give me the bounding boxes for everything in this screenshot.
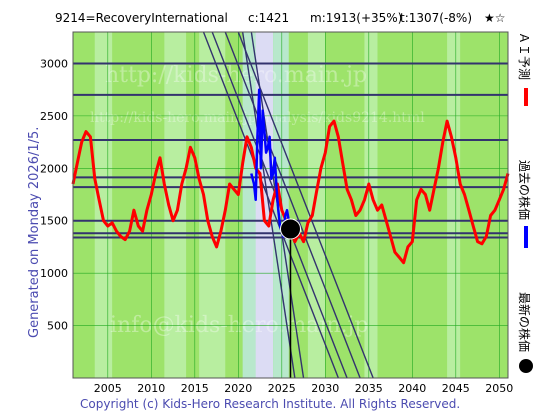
chart-header: 9214=RecoveryInternational c:1421 m:1913… bbox=[55, 11, 506, 25]
x-tick-label-2025: 2025 bbox=[268, 382, 296, 395]
trend-line-2 bbox=[224, 31, 361, 379]
x-tick-label-2010: 2010 bbox=[137, 382, 165, 395]
copyright-notice: Copyright (c) Kids-Hero Research Institu… bbox=[80, 397, 460, 411]
x-axis-ticks: 2005 2010 2015 2020 2025 2030 2035 2040 2045 2050 bbox=[94, 382, 513, 395]
grid-lines bbox=[73, 32, 508, 378]
y-tick-label-1000: 1000 bbox=[40, 267, 68, 280]
legend-item-latest-price: 最新の株価 bbox=[517, 292, 533, 373]
rating-stars: ★☆ bbox=[484, 11, 506, 25]
x-tick-label-2030: 2030 bbox=[311, 382, 339, 395]
latest-price-layer bbox=[280, 218, 301, 378]
x-tick-label-2005: 2005 bbox=[94, 382, 122, 395]
legend-label-latest-price: 最新の株価 bbox=[517, 292, 532, 352]
max-price: m:1913(+35%) bbox=[310, 11, 402, 25]
legend-label-ai-prediction: ＡＩ予測 bbox=[517, 32, 531, 80]
plot-area: http://kids-hero.main.jp http://kids-her… bbox=[71, 31, 510, 379]
stock-code-name: 9214=RecoveryInternational bbox=[55, 11, 228, 25]
target-price: t:1307(-8%) bbox=[400, 11, 472, 25]
x-tick-label-2015: 2015 bbox=[181, 382, 209, 395]
watermark-site-url: http://kids-hero.main.jp bbox=[105, 63, 367, 88]
x-tick-label-2035: 2035 bbox=[355, 382, 383, 395]
trend-line-4 bbox=[241, 31, 296, 379]
legend: ＡＩ予測 過去の株価 最新の株価 bbox=[517, 32, 533, 373]
x-tick-label-2020: 2020 bbox=[224, 382, 252, 395]
y-tick-label-500: 500 bbox=[47, 320, 68, 333]
x-tick-label-2050: 2050 bbox=[485, 382, 513, 395]
generated-date-label: Generated on Monday 2026/1/5. bbox=[27, 127, 42, 338]
latest-price-point bbox=[280, 218, 301, 240]
x-tick-label-2045: 2045 bbox=[442, 382, 470, 395]
band-2 bbox=[199, 32, 226, 378]
band-1 bbox=[164, 32, 187, 378]
band-6 bbox=[307, 32, 326, 378]
y-tick-label-1500: 1500 bbox=[40, 215, 68, 228]
y-axis-ticks: 500 1000 1500 2000 2500 3000 bbox=[40, 57, 68, 332]
legend-item-past-price: 過去の株価 bbox=[517, 160, 532, 248]
legend-dot-latest-price bbox=[519, 359, 533, 373]
current-price: c:1421 bbox=[248, 11, 289, 25]
band-8 bbox=[447, 32, 461, 378]
band-7 bbox=[364, 32, 378, 378]
y-tick-label-2000: 2000 bbox=[40, 162, 68, 175]
legend-label-past-price: 過去の株価 bbox=[517, 160, 532, 220]
y-tick-label-3000: 3000 bbox=[40, 57, 68, 70]
x-tick-label-2040: 2040 bbox=[398, 382, 426, 395]
legend-item-ai-prediction: ＡＩ予測 bbox=[517, 32, 531, 106]
y-tick-label-2500: 2500 bbox=[40, 110, 68, 123]
trend-line-3 bbox=[237, 31, 374, 379]
plot-frame bbox=[72, 31, 509, 379]
